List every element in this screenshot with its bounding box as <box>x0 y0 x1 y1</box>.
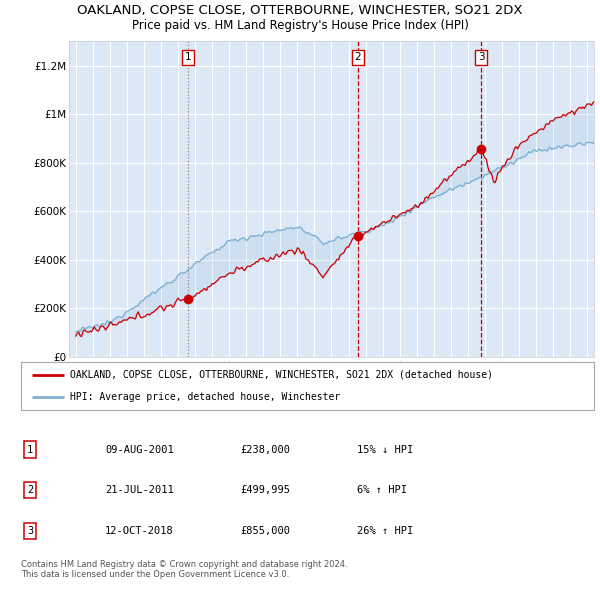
Text: 15% ↓ HPI: 15% ↓ HPI <box>357 445 413 454</box>
Text: This data is licensed under the Open Government Licence v3.0.: This data is licensed under the Open Gov… <box>21 571 289 579</box>
Text: Price paid vs. HM Land Registry's House Price Index (HPI): Price paid vs. HM Land Registry's House … <box>131 19 469 32</box>
Text: 3: 3 <box>27 526 33 536</box>
Text: OAKLAND, COPSE CLOSE, OTTERBOURNE, WINCHESTER, SO21 2DX: OAKLAND, COPSE CLOSE, OTTERBOURNE, WINCH… <box>77 4 523 17</box>
Text: 26% ↑ HPI: 26% ↑ HPI <box>357 526 413 536</box>
Text: 6% ↑ HPI: 6% ↑ HPI <box>357 485 407 494</box>
Text: Contains HM Land Registry data © Crown copyright and database right 2024.: Contains HM Land Registry data © Crown c… <box>21 560 347 569</box>
Text: 12-OCT-2018: 12-OCT-2018 <box>105 526 174 536</box>
Text: 1: 1 <box>27 445 33 454</box>
Text: 3: 3 <box>478 53 484 62</box>
Text: 09-AUG-2001: 09-AUG-2001 <box>105 445 174 454</box>
Text: 21-JUL-2011: 21-JUL-2011 <box>105 485 174 494</box>
Text: 2: 2 <box>355 53 361 62</box>
Text: HPI: Average price, detached house, Winchester: HPI: Average price, detached house, Winc… <box>70 392 340 402</box>
Text: 1: 1 <box>185 53 191 62</box>
Text: 2: 2 <box>27 485 33 494</box>
Text: OAKLAND, COPSE CLOSE, OTTERBOURNE, WINCHESTER, SO21 2DX (detached house): OAKLAND, COPSE CLOSE, OTTERBOURNE, WINCH… <box>70 370 493 380</box>
Text: £238,000: £238,000 <box>240 445 290 454</box>
Text: £499,995: £499,995 <box>240 485 290 494</box>
Text: £855,000: £855,000 <box>240 526 290 536</box>
